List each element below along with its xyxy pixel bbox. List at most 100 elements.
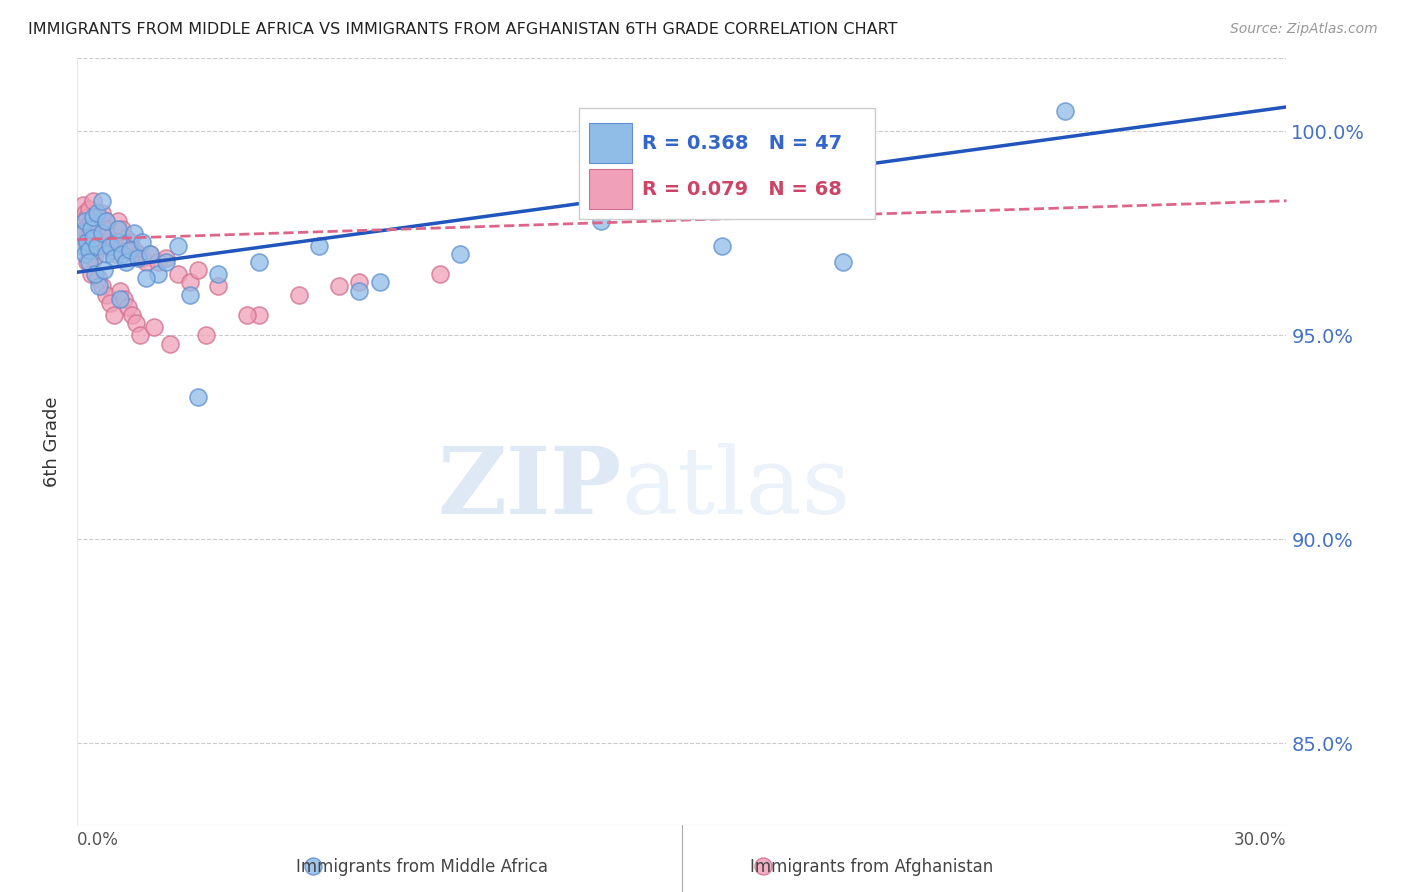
Point <box>118 235 141 249</box>
Text: atlas: atlas <box>621 442 851 533</box>
Point <box>82 222 104 236</box>
Point <box>107 214 129 228</box>
Point <box>96 287 118 301</box>
Point <box>76 235 98 249</box>
Point <box>75 235 97 249</box>
Point <box>108 284 131 298</box>
Point <box>86 243 108 257</box>
Point <box>121 308 143 322</box>
Point <box>122 243 145 257</box>
Point <box>449 247 471 261</box>
Point <box>142 320 165 334</box>
Point <box>118 243 141 257</box>
Point <box>108 292 131 306</box>
Point <box>75 206 97 220</box>
Point <box>301 858 323 872</box>
FancyBboxPatch shape <box>589 123 633 163</box>
Point <box>349 284 371 298</box>
Point <box>87 271 110 285</box>
Point <box>82 210 104 224</box>
Point <box>90 235 112 249</box>
Point <box>94 238 117 252</box>
Point <box>328 279 350 293</box>
Point <box>93 263 115 277</box>
Point <box>114 230 136 244</box>
Point <box>89 279 111 293</box>
Point <box>167 238 190 252</box>
Point <box>89 222 111 236</box>
Point <box>100 243 122 257</box>
Point <box>103 251 125 265</box>
Point <box>128 328 150 343</box>
Point <box>187 263 209 277</box>
Point <box>187 390 209 404</box>
Text: 0.0%: 0.0% <box>77 831 120 849</box>
Point <box>752 858 775 872</box>
Point <box>131 251 153 265</box>
Point <box>75 214 97 228</box>
Point <box>135 271 157 285</box>
Point <box>86 238 108 252</box>
Point <box>127 251 149 265</box>
Point <box>195 328 218 343</box>
Point <box>80 214 103 228</box>
Point <box>79 238 101 252</box>
Text: Immigrants from Afghanistan: Immigrants from Afghanistan <box>749 858 994 876</box>
Point <box>96 222 118 236</box>
Point <box>80 222 103 236</box>
Point <box>146 267 169 281</box>
Point <box>79 243 101 257</box>
Point <box>308 238 330 252</box>
Point <box>76 210 98 224</box>
Point <box>94 214 117 228</box>
Text: IMMIGRANTS FROM MIDDLE AFRICA VS IMMIGRANTS FROM AFGHANISTAN 6TH GRADE CORRELATI: IMMIGRANTS FROM MIDDLE AFRICA VS IMMIGRA… <box>28 22 897 37</box>
Point <box>90 227 112 241</box>
Point <box>112 292 135 306</box>
Point <box>98 238 121 252</box>
FancyBboxPatch shape <box>579 108 876 219</box>
Point <box>80 247 103 261</box>
Point <box>146 255 169 269</box>
Point <box>247 308 270 322</box>
Text: R = 0.079   N = 68: R = 0.079 N = 68 <box>643 179 842 199</box>
Point <box>90 206 112 220</box>
Text: 30.0%: 30.0% <box>1234 831 1286 849</box>
Point <box>117 300 139 314</box>
Point <box>103 235 125 249</box>
Point <box>103 308 125 322</box>
Point <box>131 235 153 249</box>
Point <box>591 214 613 228</box>
Point <box>98 230 121 244</box>
Point <box>86 210 108 224</box>
Point <box>235 308 257 322</box>
Point <box>83 251 105 265</box>
Point <box>368 276 391 290</box>
Point <box>155 251 177 265</box>
Point <box>159 336 181 351</box>
Point <box>107 222 129 236</box>
Point <box>77 227 100 241</box>
Point <box>84 267 107 281</box>
Text: R = 0.368   N = 47: R = 0.368 N = 47 <box>643 134 842 153</box>
Point <box>75 247 97 261</box>
Y-axis label: 6th Grade: 6th Grade <box>44 396 62 487</box>
Point <box>86 206 108 220</box>
Point <box>84 230 107 244</box>
Point <box>139 247 162 261</box>
Point <box>104 247 127 261</box>
Point <box>349 276 371 290</box>
Point <box>70 227 93 241</box>
Point <box>94 214 117 228</box>
Point <box>288 287 311 301</box>
Point <box>111 238 134 252</box>
FancyBboxPatch shape <box>589 169 633 209</box>
Point <box>90 194 112 208</box>
Point <box>107 235 129 249</box>
Point <box>207 267 229 281</box>
Point <box>1053 103 1076 118</box>
Point <box>82 230 104 244</box>
Text: ZIP: ZIP <box>437 442 621 533</box>
Point <box>832 255 855 269</box>
Point <box>72 227 94 241</box>
Point <box>82 194 104 208</box>
